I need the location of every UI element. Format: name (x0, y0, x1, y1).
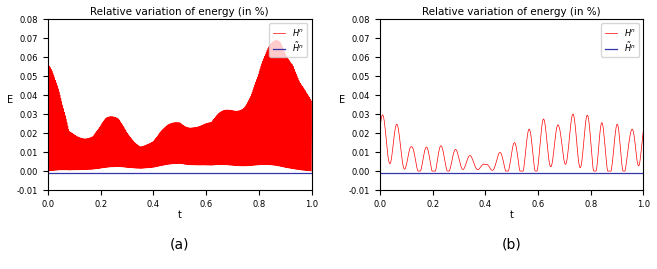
$H^n$ (44, 169, 52, 173)
$H^n$ (414, 169, 422, 173)
$H^n$ (519, 169, 527, 173)
Y-axis label: E: E (7, 95, 13, 105)
$H^n$ (272, 39, 280, 42)
Title: Relative variation of energy (in %): Relative variation of energy (in %) (422, 7, 601, 17)
$H^n$ (307, 169, 315, 173)
$H^n$ (156, 164, 164, 167)
Text: (a): (a) (170, 238, 189, 252)
Legend: $H^n$, $\tilde{H}^n$: $H^n$, $\tilde{H}^n$ (601, 23, 639, 57)
X-axis label: t: t (510, 210, 514, 220)
$H^n$ (639, 128, 647, 132)
$H^n$ (302, 124, 310, 127)
Line: $H^n$: $H^n$ (380, 114, 643, 171)
$H^n$ (274, 124, 282, 128)
$H^n$ (502, 169, 510, 173)
$H^n$ (593, 164, 601, 167)
$H^n$ (569, 112, 577, 116)
$H^n$ (376, 127, 384, 130)
$H^n$ (90, 168, 98, 171)
Y-axis label: E: E (339, 95, 345, 105)
Legend: $H^n$, $\tilde{H}^n$: $H^n$, $\tilde{H}^n$ (269, 23, 307, 57)
$H^n$ (503, 169, 511, 173)
Line: $H^n$: $H^n$ (48, 41, 311, 171)
$H^n$ (634, 164, 642, 167)
Title: Relative variation of energy (in %): Relative variation of energy (in %) (91, 7, 269, 17)
X-axis label: t: t (178, 210, 182, 220)
$H^n$ (533, 169, 541, 172)
$H^n$ (74, 148, 82, 152)
$H^n$ (145, 166, 153, 169)
Text: (b): (b) (502, 238, 522, 252)
